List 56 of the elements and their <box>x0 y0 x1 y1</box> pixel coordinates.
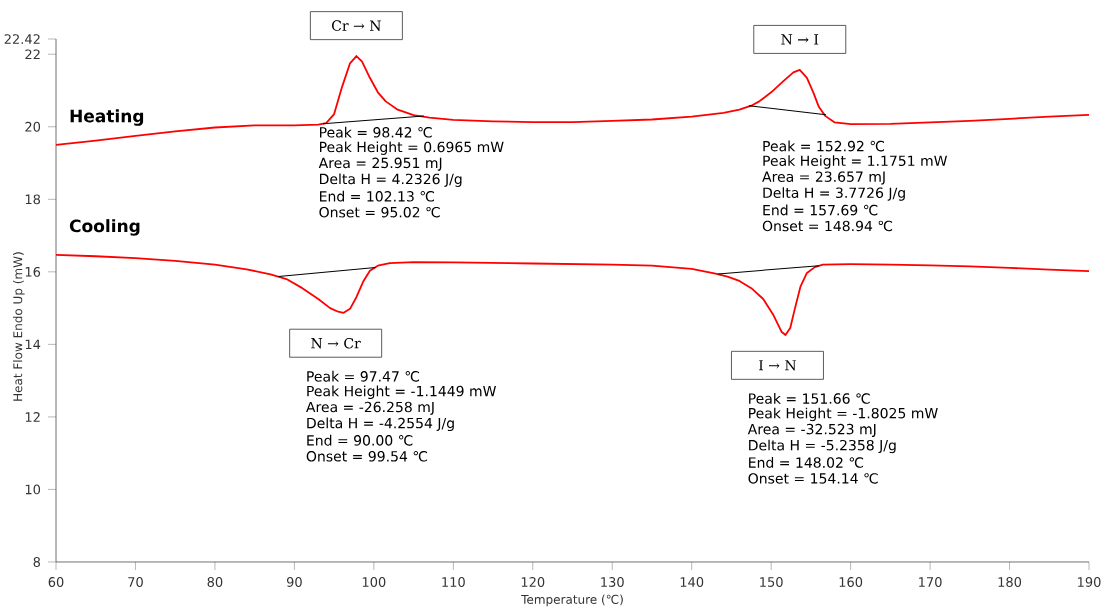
x-tick-label: 170 <box>919 577 942 587</box>
y-tick-label: 8 <box>33 557 41 567</box>
annotation: Area = 25.951 mJ <box>318 157 442 171</box>
annotation: Onset = 99.54 ℃ <box>306 451 428 462</box>
y-tick-label: 18 <box>25 194 41 205</box>
annotation: Delta H = 4.2326 J/g <box>320 173 462 187</box>
annotation: I → N <box>759 360 797 371</box>
y-tick-label: 22 <box>25 49 40 60</box>
x-tick-label: 180 <box>998 577 1022 587</box>
annotation: Peak Height = 1.1751 mW <box>763 155 948 169</box>
annotation: Peak Height = -1.1449 mW <box>307 385 496 400</box>
annotation: Area = -32.523 mJ <box>747 423 876 437</box>
x-axis-title: Temperature (℃) <box>521 594 623 607</box>
x-tick-label: 80 <box>207 577 223 587</box>
annotation: Area = 23.657 mJ <box>762 171 885 185</box>
x-tick-label: 120 <box>521 577 545 587</box>
annotation: End = 148.02 ℃ <box>749 457 864 468</box>
y-axis-title: Heat Flow Endo Up (mW) <box>13 252 25 401</box>
annotation: Onset = 148.94 ℃ <box>762 220 893 232</box>
annotation: Delta H = -5.2358 J/g <box>749 439 896 454</box>
annotation: Peak Height = 0.6965 mW <box>320 141 504 155</box>
annotation: Delta H = 3.7726 J/g <box>763 187 905 201</box>
line-series <box>55 253 1090 336</box>
x-tick-label: 150 <box>760 577 783 587</box>
annotation: Onset = 154.14 ℃ <box>748 473 878 484</box>
annotation: Peak Height = -1.8025 mW <box>749 407 938 422</box>
y-tick-label: 12 <box>25 412 40 422</box>
annotation: End = 157.69 ℃ <box>763 204 878 216</box>
y-tick-label: 22.42 <box>4 34 40 44</box>
y-tick-label: 10 <box>25 484 41 495</box>
x-tick-label: 60 <box>48 577 64 587</box>
annotation: Cr → N <box>332 20 381 31</box>
x-tick-label: 90 <box>286 577 302 587</box>
x-tick-label: 70 <box>128 577 143 587</box>
annotation: Peak = 98.42 ℃ <box>320 126 432 138</box>
annotation: N → I <box>781 34 819 45</box>
series-label: Cooling <box>69 219 140 236</box>
annotation: N → Cr <box>311 337 361 349</box>
y-tick-label: 16 <box>25 266 41 277</box>
y-tick-label: 20 <box>25 121 41 132</box>
annotation: Peak = 152.92 ℃ <box>763 140 885 152</box>
x-tick-label: 190 <box>1078 577 1101 587</box>
x-tick-label: 160 <box>839 577 863 587</box>
x-tick-label: 130 <box>601 577 624 587</box>
x-tick-label: 140 <box>680 577 704 587</box>
y-tick-label: 14 <box>25 339 41 350</box>
series-label: Heating <box>70 109 144 126</box>
x-tick-label: 100 <box>362 577 386 587</box>
annotation: Area = -26.258 mJ <box>306 401 434 415</box>
annotation: Peak = 97.47 ℃ <box>307 370 420 382</box>
annotation: End = 102.13 ℃ <box>320 190 434 202</box>
x-tick-label: 110 <box>442 577 465 587</box>
annotation: Onset = 95.02 ℃ <box>319 206 440 218</box>
annotation: End = 90.00 ℃ <box>307 434 413 446</box>
annotation: Delta H = -4.2554 J/g <box>307 417 454 432</box>
annotation: Peak = 151.66 ℃ <box>749 393 870 404</box>
